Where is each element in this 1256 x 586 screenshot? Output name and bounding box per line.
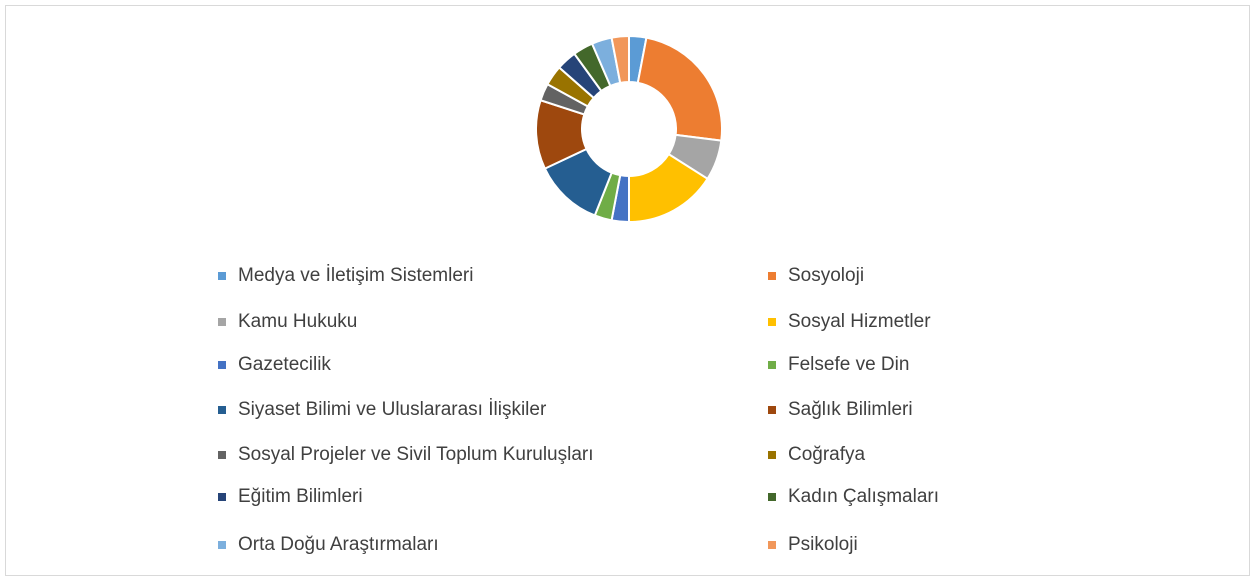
legend-label: Sosyoloji <box>788 265 864 286</box>
legend-label: Medya ve İletişim Sistemleri <box>238 265 473 286</box>
donut-slice <box>610 34 630 85</box>
legend-label: Kamu Hukuku <box>238 311 357 332</box>
legend-label: Gazetecilik <box>238 354 331 375</box>
legend-label: Sosyal Hizmetler <box>788 311 931 332</box>
legend-marker <box>768 361 776 369</box>
legend-label: Sağlık Bilimleri <box>788 399 913 420</box>
legend-marker <box>218 541 226 549</box>
legend-marker <box>768 406 776 414</box>
legend-marker <box>768 318 776 326</box>
legend-label: Siyaset Bilimi ve Uluslararası İlişkiler <box>238 399 547 420</box>
legend-label: Sosyal Projeler ve Sivil Toplum Kuruluşl… <box>238 444 594 465</box>
legend-label: Kadın Çalışmaları <box>788 486 939 507</box>
legend-marker <box>218 451 226 459</box>
donut-slice <box>636 36 723 142</box>
chart-border <box>5 5 1250 576</box>
legend-marker <box>218 318 226 326</box>
legend-label: Coğrafya <box>788 444 866 465</box>
legend-marker <box>768 541 776 549</box>
legend-label: Eğitim Bilimleri <box>238 486 363 507</box>
legend-marker <box>218 493 226 501</box>
legend-marker <box>218 272 226 280</box>
legend-marker <box>768 451 776 459</box>
legend-label: Psikoloji <box>788 534 858 555</box>
legend-label: Orta Doğu Araştırmaları <box>238 534 439 555</box>
legend-marker <box>768 272 776 280</box>
legend-label: Felsefe ve Din <box>788 354 909 375</box>
legend-marker <box>218 361 226 369</box>
legend-marker <box>768 493 776 501</box>
legend-marker <box>218 406 226 414</box>
